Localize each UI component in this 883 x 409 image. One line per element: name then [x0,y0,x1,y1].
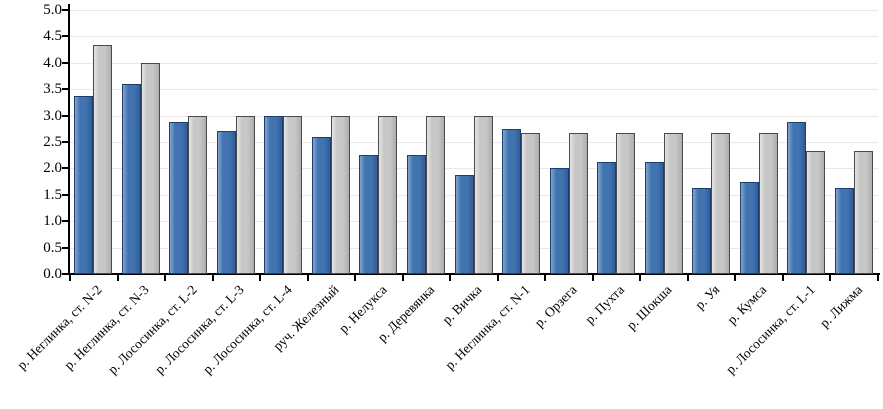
bar-series-1-blue [312,136,331,274]
gridline [70,89,878,91]
y-axis-tick-label: 1.5 [43,186,62,203]
category-label: р. Лососинка, ст. L-1 [722,282,818,377]
bar-series-1-blue [692,188,711,274]
category-label: р. Неглинка, ст. N-1 [441,282,533,373]
category-label: р. Вичка [439,282,485,328]
bar-series-1-blue [787,122,806,274]
bar-series-2-gray [854,150,873,274]
x-axis-tick [592,275,594,281]
y-axis-tick [62,9,69,11]
x-axis-tick [402,275,404,281]
y-axis-tick [62,61,69,64]
y-axis-tick [62,141,69,143]
y-axis-tick-label: 1.0 [43,213,62,230]
category-label: р. Лососинка, ст. L-4 [199,282,295,377]
y-axis-tick [62,246,69,249]
category-label: р. Лососинка, ст. L-2 [104,282,200,377]
bar-series-2-gray [569,133,588,274]
bar-series-1-blue [407,155,426,274]
x-axis-tick [212,275,214,281]
bar-series-2-gray [521,133,540,274]
bar-series-2-gray [331,115,350,274]
y-axis-line [68,4,70,275]
y-axis-tick [62,167,69,170]
bar-series-1-blue [502,128,521,274]
y-axis-tick-label: 4.5 [43,28,62,45]
x-axis-tick [544,275,546,281]
bar-series-1-blue [835,188,854,274]
x-axis-tick [117,275,119,281]
bar-series-1-blue [550,168,569,274]
y-axis-tick-label: 5.0 [43,2,62,18]
y-axis-tick [62,273,69,275]
gridline [70,62,878,64]
y-axis-tick-label: 3.0 [43,107,62,124]
y-axis-tick-label: 0.5 [43,239,62,256]
x-axis-tick [734,275,736,281]
category-label: р. Лижма [816,282,865,331]
y-axis-tick [62,114,69,117]
bar-series-1-blue [264,115,283,274]
category-label: р. Орзега [531,282,580,331]
y-axis-tick-label: 4.0 [43,54,62,71]
bar-series-1-blue [740,181,759,274]
bar-series-2-gray [426,115,445,274]
gridline [70,10,878,11]
category-label: р. Лососинка, ст. L-3 [152,282,247,377]
x-axis-tick [449,275,451,281]
y-axis-tick-label: 3.5 [43,81,62,98]
bar-series-2-gray [711,133,730,274]
x-axis-line [68,273,880,275]
y-axis-tick-label: 2.0 [43,160,62,177]
x-axis-tick [69,275,71,281]
x-axis-tick [877,275,879,281]
category-label: р. Шокша [623,282,675,333]
bar-series-2-gray [283,115,302,274]
category-label: р. Неглинка, ст. N-3 [61,282,152,373]
x-axis-tick [639,275,641,281]
category-label: р. Неглинка, ст. N-2 [13,282,105,373]
bar-series-2-gray [378,115,397,274]
bar-series-2-gray [664,133,683,274]
x-axis-tick [259,275,261,281]
gridline [70,36,878,38]
bar-series-2-gray [474,115,493,274]
x-axis-tick [164,275,166,281]
x-axis-tick [782,275,784,281]
bar-series-1-blue [597,162,616,274]
bar-series-1-blue [169,122,188,274]
bar-series-1-blue [217,131,236,274]
category-label: р. Пухта [582,282,628,327]
category-label: р. Уя [692,282,723,313]
bar-series-1-blue [74,96,93,274]
y-axis-tick [62,220,69,223]
bar-series-2-gray [806,150,825,274]
category-label: р. Кумса [724,282,770,328]
x-axis-tick [829,275,831,281]
bar-series-2-gray [759,133,778,274]
bar-series-1-blue [359,155,378,274]
x-axis-tick [687,275,689,281]
bar-series-2-gray [141,62,160,274]
bar-series-2-gray [236,115,255,274]
bar-series-1-blue [645,162,664,274]
y-axis-tick-label: 2.5 [43,134,62,150]
bar-series-1-blue [455,175,474,274]
bar-series-2-gray [93,45,112,274]
bar-series-2-gray [188,115,207,274]
bar-series-2-gray [616,133,635,274]
y-axis-tick [62,88,69,91]
x-axis-tick [354,275,356,281]
y-axis-tick [62,193,69,196]
bar-series-1-blue [122,83,141,274]
y-axis-tick [62,35,69,38]
y-axis-tick-label: 0.0 [43,266,62,282]
x-axis-tick [497,275,499,281]
x-axis-tick [307,275,309,281]
